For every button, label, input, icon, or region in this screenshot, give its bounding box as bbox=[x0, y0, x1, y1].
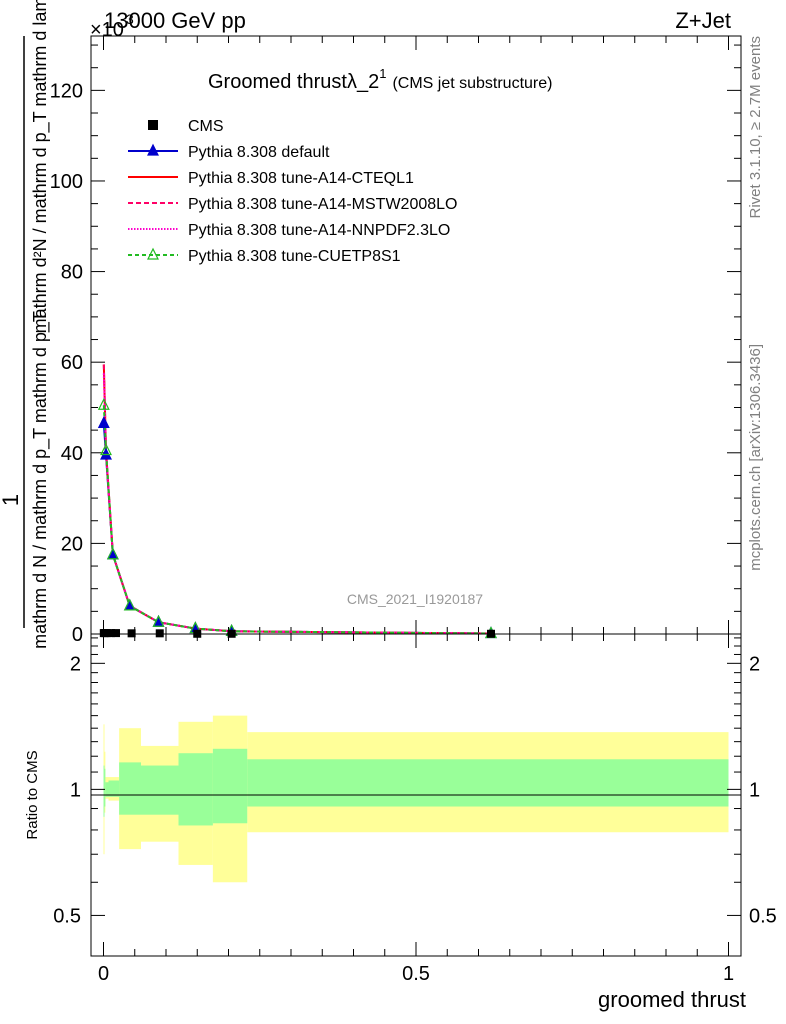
legend-label-cuetp8s1: Pythia 8.308 tune-CUETP8S1 bbox=[188, 248, 401, 265]
legend-label-mstw: Pythia 8.308 tune-A14-MSTW2008LO bbox=[188, 196, 457, 213]
ratio-band-inner bbox=[247, 759, 729, 807]
ratio-band-inner bbox=[212, 748, 248, 824]
legend-label-default: Pythia 8.308 default bbox=[188, 144, 330, 161]
ratio-y-tick-label-right: 1 bbox=[749, 779, 760, 801]
cms-data-point bbox=[107, 629, 115, 638]
plot-title-main: Groomed thrust bbox=[208, 71, 347, 93]
default-point bbox=[106, 547, 119, 560]
ratio-band-inner bbox=[108, 780, 120, 797]
mcplots-label: mcplots.cern.ch [arXiv:1306.3436] bbox=[747, 344, 764, 571]
y-tick-label: 120 bbox=[50, 80, 83, 102]
default-point bbox=[97, 415, 110, 428]
y-tick-label: 60 bbox=[61, 352, 83, 374]
cuetp8s1-point bbox=[100, 443, 112, 456]
ratio-band-inner bbox=[105, 782, 109, 797]
ratio-band-inner bbox=[178, 753, 213, 826]
legend-marker-cuetp8s1 bbox=[147, 247, 159, 260]
ratio-band-inner bbox=[119, 762, 141, 815]
x-tick-label: 1 bbox=[723, 963, 734, 985]
main-series bbox=[97, 364, 497, 639]
main-ylabel: 1 mathrm d N / mathrm d p_T mathrm d p_T… bbox=[0, 0, 51, 649]
y-exponent-prefix: ×10 bbox=[90, 19, 124, 41]
x-tick-label: 0.5 bbox=[402, 963, 430, 985]
y-tick-label: 100 bbox=[50, 171, 83, 193]
ratio-y-tick-label-right: 2 bbox=[749, 653, 760, 675]
ratio-ylabel: Ratio to CMS bbox=[24, 750, 41, 839]
cms-data-point bbox=[102, 629, 111, 638]
ratio-band-inner bbox=[104, 768, 106, 807]
ratio-y-tick-label: 1 bbox=[70, 779, 81, 801]
header-left: 13000 GeV pp bbox=[104, 8, 246, 33]
y-tick-label: 20 bbox=[61, 533, 83, 555]
legend: CMS Pythia 8.308 default Pythia 8.308 tune… bbox=[128, 118, 457, 265]
main-ticks: 0 20 40 60 80 100 120 bbox=[50, 36, 741, 646]
ylabel-numerator: 1 bbox=[0, 494, 23, 506]
plot-title-lambda: λ_2 bbox=[347, 71, 379, 93]
legend-label-cms: CMS bbox=[188, 118, 224, 135]
plot-title-sub: (CMS jet substructure) bbox=[392, 75, 552, 92]
plot-title-sup: 1 bbox=[379, 66, 386, 81]
cuetp8s1-point bbox=[97, 397, 110, 410]
legend-label-nnpdf: Pythia 8.308 tune-A14-NNPDF2.3LO bbox=[188, 222, 450, 239]
y-tick-label: 40 bbox=[61, 443, 83, 465]
cuetp8s1-point bbox=[152, 614, 165, 627]
ratio-band-inner bbox=[141, 765, 179, 815]
cms-data-point bbox=[155, 629, 164, 638]
header-right: Z+Jet bbox=[675, 8, 731, 33]
legend-marker-default bbox=[147, 143, 159, 156]
ratio-y-tick-label: 0.5 bbox=[53, 905, 81, 927]
series-line-cuetp8s1 bbox=[102, 405, 492, 635]
x-axis-label: groomed thrust bbox=[598, 987, 746, 1012]
default-point bbox=[123, 598, 136, 611]
x-tick-label: 0 bbox=[98, 963, 109, 985]
ratio-y-tick-label: 2 bbox=[70, 653, 81, 675]
y-tick-label: 80 bbox=[61, 262, 83, 284]
rivet-label: Rivet 3.1.10, ≥ 2.7M events bbox=[747, 36, 764, 219]
cuetp8s1-point bbox=[123, 598, 136, 611]
y-tick-label: 0 bbox=[72, 624, 83, 646]
y-exponent-power: 3 bbox=[126, 11, 134, 27]
legend-marker-cms bbox=[148, 120, 158, 130]
ratio-band-inner bbox=[103, 765, 105, 817]
cuetp8s1-point bbox=[106, 547, 119, 560]
ratio-ticks: 0.5 0.5 1 1 2 2 0 0.5 1 bbox=[53, 634, 777, 985]
plot-title: Groomed thrustλ_21 (CMS jet substructure) bbox=[208, 66, 552, 93]
ylabel-top: mathrm d²N / mathrm d p_T mathrm d lambd… bbox=[30, 0, 51, 333]
ratio-bands bbox=[103, 715, 729, 883]
ratio-y-tick-label-right: 0.5 bbox=[749, 905, 777, 927]
ylabel-denominator: mathrm d N / mathrm d p_T mathrm d p_T bbox=[30, 311, 51, 649]
cms-data-point bbox=[127, 629, 136, 638]
legend-label-cteql1: Pythia 8.308 tune-A14-CTEQL1 bbox=[188, 170, 414, 187]
watermark: CMS_2021_I1920187 bbox=[347, 591, 483, 607]
cms-data-point bbox=[112, 629, 120, 638]
